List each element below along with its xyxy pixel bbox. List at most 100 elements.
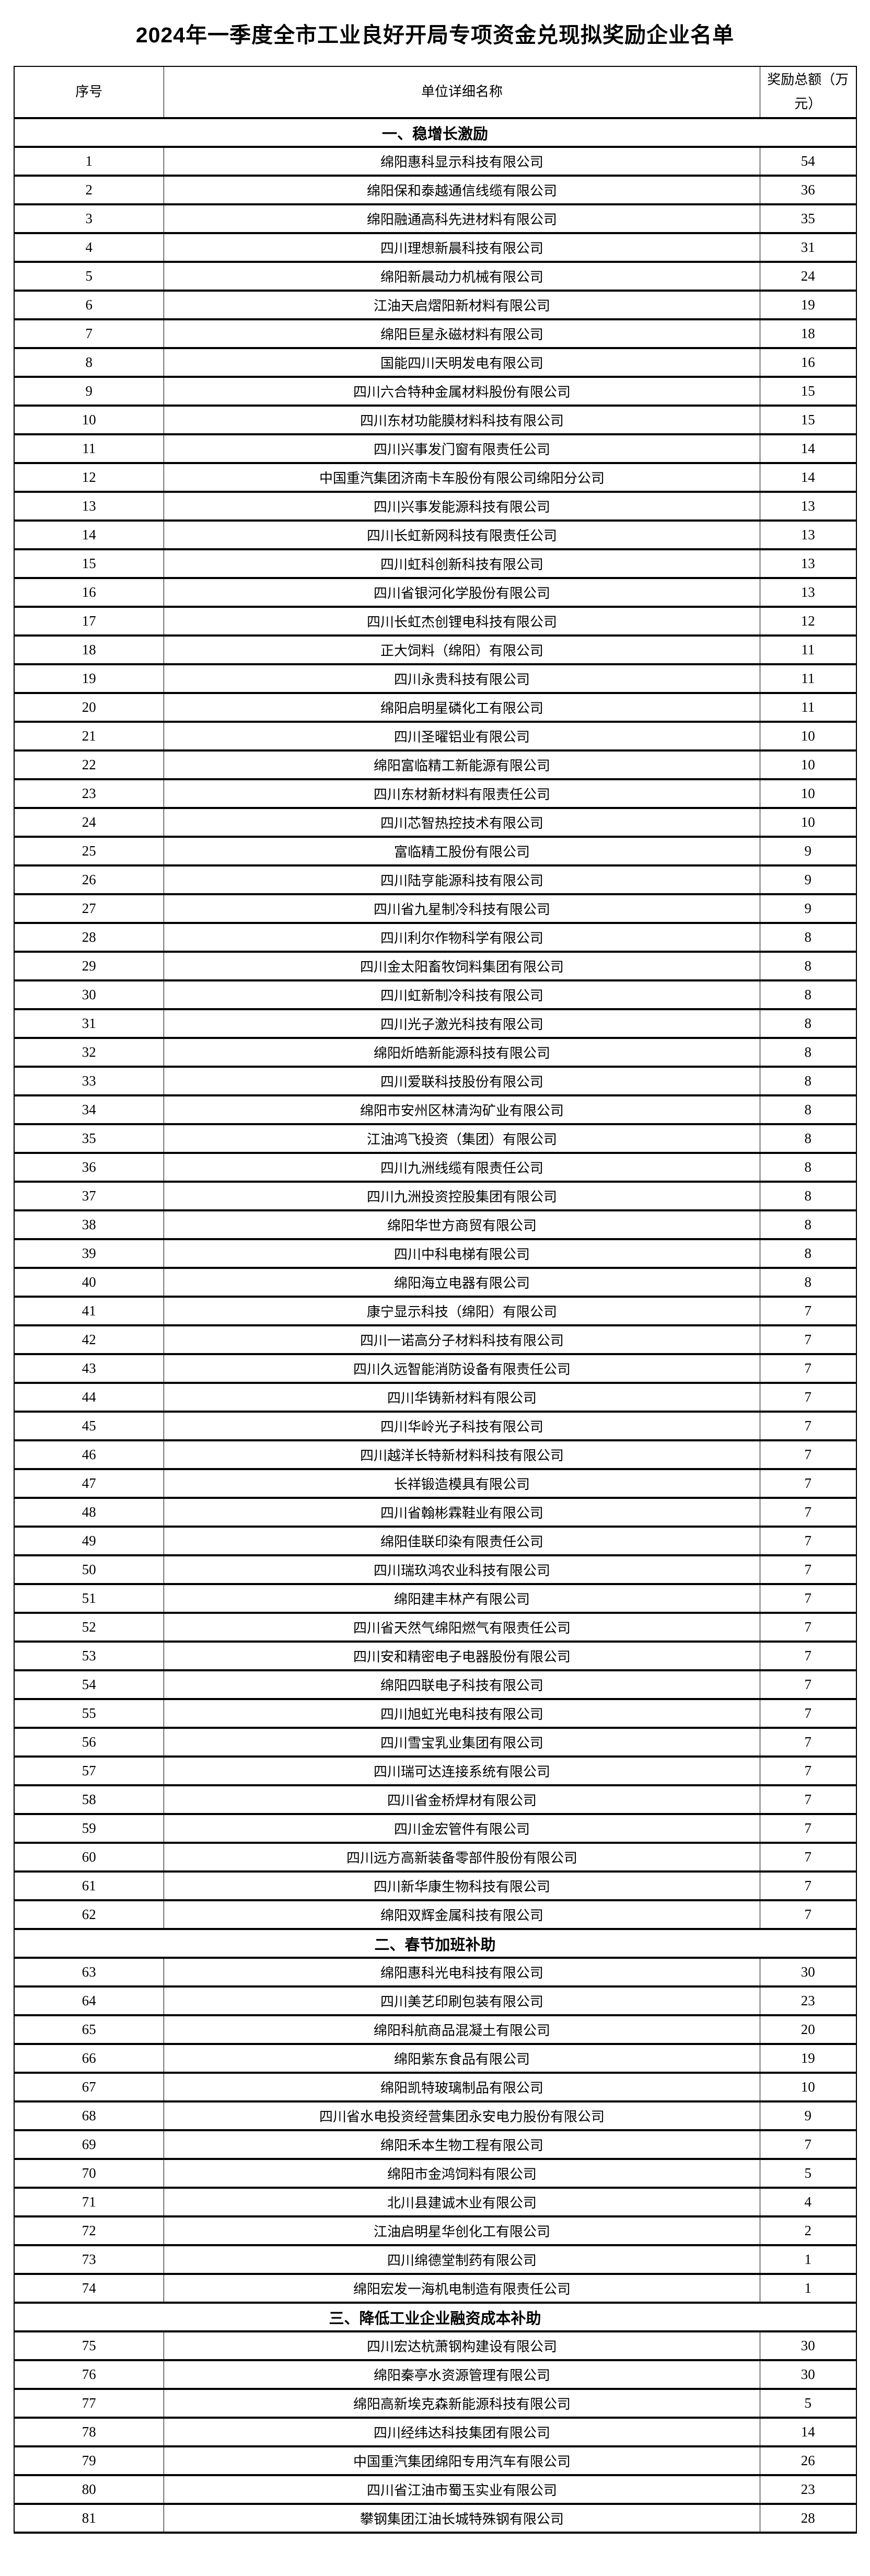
table-row: 4 四川理想新晨科技有限公司 31 [14,233,856,263]
cell-amount: 7 [760,1440,856,1470]
cell-name: 绵阳惠科显示科技有限公司 [164,146,760,177]
cell-name: 绵阳佳联印染有限责任公司 [164,1526,760,1556]
table-row: 6 江油天启熠阳新材料有限公司 19 [14,290,856,320]
cell-name: 四川金太阳畜牧饲料集团有限公司 [164,951,760,981]
cell-name: 四川金宏管件有限公司 [164,1813,760,1844]
cell-index: 44 [14,1382,164,1413]
cell-name: 绵阳宏发一海机电制造有限责任公司 [164,2273,760,2304]
cell-index: 53 [14,1641,164,1671]
table-row: 39 四川中科电梯有限公司 8 [14,1239,856,1269]
cell-index: 26 [14,865,164,895]
cell-amount: 30 [760,1957,856,1988]
table-row: 59 四川金宏管件有限公司 7 [14,1813,856,1844]
table-row: 51 绵阳建丰林产有限公司 7 [14,1584,856,1614]
table-row: 40 绵阳海立电器有限公司 8 [14,1267,856,1298]
cell-index: 35 [14,1124,164,1154]
cell-index: 16 [14,577,164,608]
cell-amount: 28 [760,2503,856,2534]
cell-amount: 30 [760,2331,856,2361]
cell-index: 6 [14,290,164,320]
cell-amount: 5 [760,2388,856,2419]
cell-index: 21 [14,721,164,752]
table-row: 36 四川九洲线缆有限责任公司 8 [14,1152,856,1183]
table-row: 49 绵阳佳联印染有限责任公司 7 [14,1526,856,1556]
cell-name: 四川兴事发能源科技有限公司 [164,491,760,522]
cell-index: 77 [14,2388,164,2419]
cell-index: 22 [14,750,164,780]
table-row: 74 绵阳宏发一海机电制造有限责任公司 1 [14,2273,856,2304]
cell-index: 9 [14,376,164,407]
cell-amount: 14 [760,463,856,493]
cell-amount: 10 [760,807,856,838]
cell-name: 四川新华康生物科技有限公司 [164,1871,760,1901]
cell-amount: 10 [760,721,856,752]
table-row: 33 四川爱联科技股份有限公司 8 [14,1066,856,1096]
cell-name: 国能四川天明发电有限公司 [164,348,760,378]
table-row: 5 绵阳新晨动力机械有限公司 24 [14,261,856,292]
cell-amount: 14 [760,2417,856,2447]
cell-name: 四川理想新晨科技有限公司 [164,233,760,263]
cell-amount: 8 [760,1124,856,1154]
table-row: 42 四川一诺高分子材料科技有限公司 7 [14,1325,856,1355]
cell-amount: 7 [760,2130,856,2160]
cell-index: 36 [14,1152,164,1183]
table-row: 27 四川省九星制冷科技有限公司 9 [14,894,856,924]
cell-index: 41 [14,1296,164,1326]
table-row: 68 四川省水电投资经营集团永安电力股份有限公司 9 [14,2101,856,2131]
cell-name: 四川永贵科技有限公司 [164,664,760,694]
table-row: 69 绵阳禾本生物工程有限公司 7 [14,2130,856,2160]
cell-index: 74 [14,2273,164,2304]
table-row: 30 四川虹新制冷科技有限公司 8 [14,980,856,1010]
table-row: 20 绵阳启明星磷化工有限公司 11 [14,692,856,723]
cell-name: 四川九洲线缆有限责任公司 [164,1152,760,1183]
cell-name: 绵阳惠科光电科技有限公司 [164,1957,760,1988]
cell-amount: 8 [760,1239,856,1269]
cell-name: 四川经纬达科技集团有限公司 [164,2417,760,2447]
table-row: 28 四川利尔作物科学有限公司 8 [14,922,856,953]
table-row: 21 四川圣曜铝业有限公司 10 [14,721,856,752]
cell-name: 四川陆亨能源科技有限公司 [164,865,760,895]
cell-name: 四川绵德堂制药有限公司 [164,2245,760,2275]
cell-index: 43 [14,1354,164,1384]
cell-name: 四川兴事发门窗有限责任公司 [164,434,760,464]
cell-index: 46 [14,1440,164,1470]
cell-name: 四川东材功能膜材料科技有限公司 [164,405,760,435]
table-row: 45 四川华岭光子科技有限公司 7 [14,1411,856,1441]
cell-amount: 9 [760,2101,856,2131]
cell-index: 25 [14,836,164,867]
table-row: 13 四川兴事发能源科技有限公司 13 [14,491,856,522]
table-row: 65 绵阳科航商品混凝土有限公司 20 [14,2015,856,2045]
cell-index: 62 [14,1900,164,1930]
cell-name: 绵阳富临精工新能源有限公司 [164,750,760,780]
cell-index: 8 [14,348,164,378]
cell-name: 四川省水电投资经营集团永安电力股份有限公司 [164,2101,760,2131]
cell-index: 5 [14,261,164,292]
cell-amount: 7 [760,1555,856,1585]
cell-name: 四川圣曜铝业有限公司 [164,721,760,752]
cell-amount: 19 [760,290,856,320]
cell-index: 79 [14,2446,164,2476]
table-row: 64 四川美艺印刷包装有限公司 23 [14,1986,856,2016]
cell-amount: 11 [760,692,856,723]
cell-index: 15 [14,549,164,579]
cell-amount: 7 [760,1699,856,1729]
cell-amount: 31 [760,233,856,263]
cell-name: 四川华岭光子科技有限公司 [164,1411,760,1441]
cell-name: 四川省银河化学股份有限公司 [164,577,760,608]
cell-name: 四川中科电梯有限公司 [164,1239,760,1269]
cell-index: 58 [14,1785,164,1815]
cell-index: 17 [14,606,164,637]
cell-amount: 19 [760,2043,856,2074]
cell-name: 绵阳凯特玻璃制品有限公司 [164,2072,760,2103]
cell-index: 47 [14,1469,164,1499]
table-row: 48 四川省翰彬霖鞋业有限公司 7 [14,1497,856,1528]
cell-amount: 23 [760,1986,856,2016]
table-row: 2 绵阳保和泰越通信线缆有限公司 36 [14,175,856,205]
cell-name: 四川爱联科技股份有限公司 [164,1066,760,1096]
cell-name: 攀钢集团江油长城特殊钢有限公司 [164,2503,760,2534]
cell-name: 北川县建诚木业有限公司 [164,2187,760,2217]
table-row: 73 四川绵德堂制药有限公司 1 [14,2245,856,2275]
cell-name: 绵阳炘皓新能源科技有限公司 [164,1037,760,1068]
cell-index: 56 [14,1727,164,1758]
cell-name: 四川宏达杭萧钢构建设有限公司 [164,2331,760,2361]
